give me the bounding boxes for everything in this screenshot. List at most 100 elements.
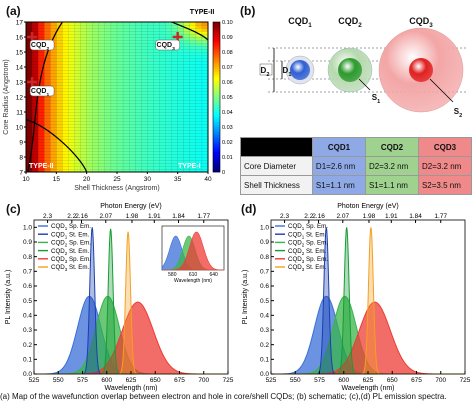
heatmap-cell xyxy=(195,90,203,95)
heatmap-cell xyxy=(153,81,160,86)
series-fill xyxy=(34,302,228,374)
heatmap-cell xyxy=(153,141,160,146)
heatmap-cell xyxy=(147,48,154,53)
heatmap-cell xyxy=(177,141,185,146)
heatmap-cell xyxy=(104,129,112,134)
heatmap-cell xyxy=(68,102,75,107)
heatmap-cell xyxy=(183,114,191,119)
heatmap-cell xyxy=(56,81,63,86)
heatmap-cell xyxy=(56,129,63,134)
heatmap-cell xyxy=(110,84,118,89)
heatmap-cell xyxy=(25,60,33,65)
top-tick-label: 1.91 xyxy=(148,213,161,220)
heatmap-cell xyxy=(110,33,118,38)
heatmap-cell xyxy=(104,66,112,71)
x-tick-label: 625 xyxy=(126,377,137,384)
heatmap-cell xyxy=(128,99,136,104)
heatmap-cell xyxy=(195,54,203,59)
heatmap-cell xyxy=(104,30,112,35)
heatmap-cell xyxy=(183,45,191,50)
heatmap-cell xyxy=(74,33,82,38)
heatmap-cell xyxy=(50,54,57,59)
inset-tick-label: 640 xyxy=(209,272,218,278)
heatmap-cell xyxy=(116,27,124,32)
heatmap-cell xyxy=(62,105,69,110)
heatmap-cell xyxy=(183,90,191,95)
heatmap-cell xyxy=(171,111,179,116)
heatmap-cell xyxy=(201,156,209,161)
colorbar-segment xyxy=(213,164,220,168)
colorbar-segment xyxy=(213,144,220,148)
colorbar-tick-label: 0.05 xyxy=(222,95,233,101)
heatmap-cell xyxy=(122,111,130,116)
cqd-marker xyxy=(27,77,38,87)
heatmap-cell xyxy=(31,72,39,77)
heatmap-cell xyxy=(122,135,130,140)
heatmap-cell xyxy=(37,27,45,32)
y-tick-label: 0.8 xyxy=(260,254,269,261)
heatmap-cell xyxy=(86,153,94,158)
heatmap-cell xyxy=(116,90,124,95)
heatmap-cell xyxy=(98,108,106,113)
heatmap-cell xyxy=(201,108,209,113)
x-tick-label: 15 xyxy=(53,176,61,183)
marker-label: CQD2 xyxy=(31,42,50,52)
heatmap-cell xyxy=(128,87,136,92)
heatmap-cell xyxy=(141,132,148,137)
heatmap-cell xyxy=(50,126,57,131)
heatmap-cell xyxy=(86,135,94,140)
heatmap-cell xyxy=(135,30,142,35)
heatmap-cell xyxy=(80,156,88,161)
heatmap-cell xyxy=(153,87,160,92)
heatmap-cell xyxy=(80,153,88,158)
header-cqd1: CQD1 xyxy=(311,137,366,157)
heatmap-cell xyxy=(177,114,185,119)
heatmap-cell xyxy=(135,54,142,59)
heatmap-cell xyxy=(128,129,136,134)
heatmap-cell xyxy=(68,132,75,137)
heatmap-cell xyxy=(147,81,154,86)
heatmap-cell xyxy=(141,111,148,116)
x-tick-label: 725 xyxy=(460,377,471,384)
heatmap-cell xyxy=(177,87,185,92)
heatmap-cell xyxy=(50,99,57,104)
colorbar-segment xyxy=(213,57,220,60)
heatmap-cell xyxy=(128,90,136,95)
x-tick-label: 675 xyxy=(174,377,185,384)
heatmap-cell xyxy=(74,126,82,131)
top-tick-label: 2.3 xyxy=(43,213,52,220)
colorbar-segment xyxy=(213,137,220,140)
heatmap-cell xyxy=(135,93,142,98)
heatmap-cell xyxy=(128,45,136,50)
heatmap-cell xyxy=(171,51,179,56)
heatmap-cell xyxy=(171,159,179,164)
heatmap-cell xyxy=(44,147,51,152)
d2-label: D2 xyxy=(261,66,270,78)
heatmap-cell xyxy=(195,102,203,107)
colorbar-segment xyxy=(213,169,220,173)
heatmap-cell xyxy=(128,39,136,44)
heatmap-cell xyxy=(74,111,82,116)
heatmap-cell xyxy=(37,30,45,35)
colorbar-segment xyxy=(213,132,220,135)
heatmap-cell xyxy=(56,87,63,92)
heatmap-cell xyxy=(135,102,142,107)
heatmap-cell xyxy=(31,69,39,74)
heatmap-cell xyxy=(135,126,142,131)
heatmap-cell xyxy=(189,90,197,95)
heatmap-cell xyxy=(116,81,124,86)
heatmap-cell xyxy=(31,147,39,152)
heatmap-cell xyxy=(80,54,88,59)
heatmap-cell xyxy=(135,75,142,80)
heatmap-cell xyxy=(183,87,191,92)
heatmap-cell xyxy=(171,72,179,77)
heatmap-cell xyxy=(50,96,57,101)
heatmap-cell xyxy=(177,90,185,95)
heatmap-cell xyxy=(92,60,100,65)
heatmap-cell xyxy=(141,162,148,167)
heatmap-cell xyxy=(98,24,106,29)
heatmap-cell xyxy=(128,117,136,122)
heatmap-cell xyxy=(110,27,118,32)
heatmap-cell xyxy=(116,117,124,122)
heatmap-cell xyxy=(177,84,185,89)
